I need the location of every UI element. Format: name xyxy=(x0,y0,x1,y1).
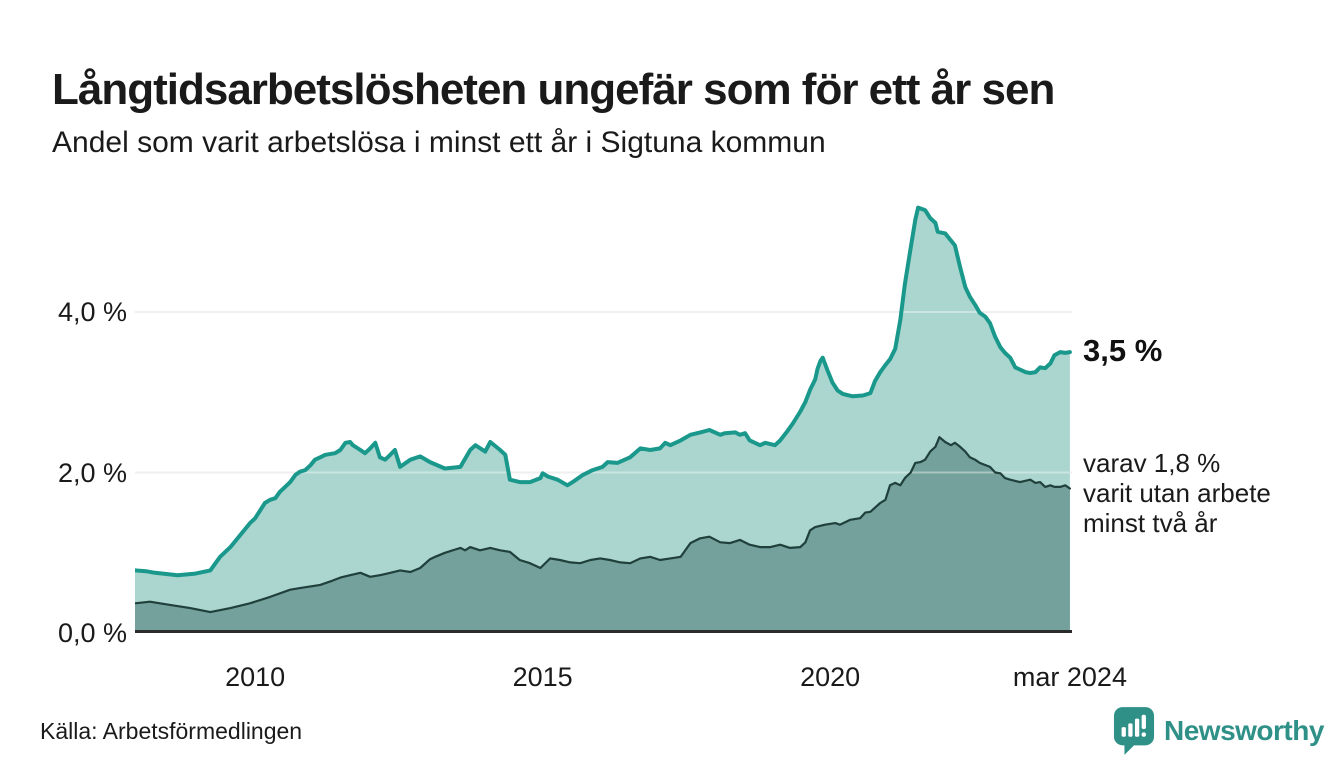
end-label-sub-line: minst två år xyxy=(1083,508,1218,538)
end-label-sub-line: varit utan arbete xyxy=(1083,478,1271,508)
y-tick-label: 4,0 % xyxy=(57,297,127,327)
x-tick-label: mar 2024 xyxy=(1012,662,1127,692)
y-tick-label: 2,0 % xyxy=(57,457,127,488)
line-total xyxy=(135,205,1072,578)
page-subtitle: Andel som varit arbetslösa i minst ett å… xyxy=(52,126,826,159)
x-tick-label: 2020 xyxy=(800,662,861,692)
line-two-year xyxy=(135,436,1072,614)
series-end-label-two-year: varav 1,8 % varit utan arbete minst två … xyxy=(1083,448,1271,538)
series-end-label-total: 3,5 % xyxy=(1083,333,1163,368)
brand-name: Newsworthy xyxy=(1164,715,1324,746)
area-two-year xyxy=(135,437,1070,633)
area-chart xyxy=(135,205,1072,633)
end-label-sub-line: varav 1,8 % xyxy=(1083,448,1221,478)
page-title: Långtidsarbetslösheten ungefär som för e… xyxy=(52,65,1055,115)
x-tick-label: 2015 xyxy=(512,662,573,692)
y-tick-label: 0,0 % xyxy=(57,618,127,648)
brand-logo: Newsworthy xyxy=(1113,706,1324,756)
source-caption: Källa: Arbetsförmedlingen xyxy=(40,718,303,744)
newsworthy-bubble-icon xyxy=(1113,707,1155,755)
x-tick-label: 2010 xyxy=(225,662,286,692)
